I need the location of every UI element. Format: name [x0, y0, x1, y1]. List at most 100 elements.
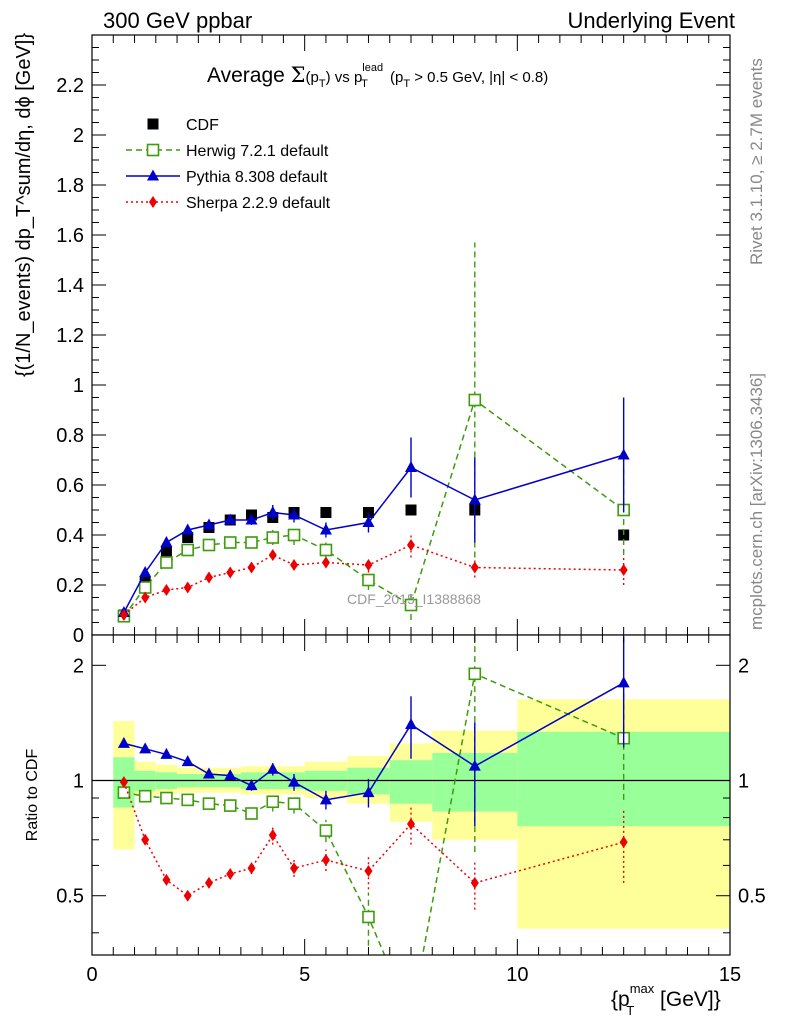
ratio-herwig-point [319, 824, 333, 837]
herwig-point [223, 536, 237, 549]
x-tick-label: 5 [299, 964, 310, 986]
ratio-pythia-point [245, 779, 258, 791]
herwig-point [245, 536, 258, 549]
sherpa-point [141, 591, 150, 604]
legend-sherpa-marker [149, 196, 157, 208]
pythia-point [245, 513, 258, 525]
legend-herwig-marker [146, 143, 160, 157]
ratio-pythia-point [362, 786, 375, 798]
ratio-ytick-label-right: 2 [738, 655, 749, 677]
ratio-sherpa-point [407, 817, 415, 830]
legend-cdf-marker [147, 118, 159, 130]
sherpa-point [119, 609, 128, 621]
ratio-pythia-point [266, 762, 279, 774]
pythia-point [362, 516, 375, 527]
ratio-ylabel: Ratio to CDF [24, 749, 41, 842]
cdf-point [182, 532, 194, 543]
ratio-ytick-label: 1 [73, 771, 84, 793]
ratio-sherpa-point [321, 853, 330, 866]
ratio-pythia-point [405, 718, 417, 730]
ratio-ytick-label-right: 0.5 [738, 886, 766, 908]
ratio-sherpa-point [162, 873, 171, 886]
main-ytick-label: 0 [73, 625, 84, 647]
ratio-herwig-point [287, 797, 301, 810]
legend-cdf-label: CDF [186, 117, 219, 134]
pythia-point [181, 523, 194, 535]
ratio-series-clip [117, 635, 630, 955]
main-ytick-label: 0.8 [56, 425, 84, 447]
sherpa-point [268, 549, 277, 561]
herwig-point [362, 573, 375, 587]
legend: CDF Herwig 7.2.1 default Pythia 8.308 defa… [126, 117, 331, 212]
main-ytick-label: 1.2 [56, 325, 84, 347]
ratio-herwig-point [266, 795, 280, 809]
main-ytick-label: 2.2 [56, 75, 84, 97]
x-tick-label: 0 [86, 964, 97, 986]
rivet-label: Rivet 3.1.10, ≥ 2.7M events [747, 58, 766, 265]
herwig-point [181, 543, 194, 557]
ratio-pythia-point [160, 747, 173, 759]
ratio-pythia-point [139, 742, 152, 754]
ratio-sherpa-line [123, 781, 624, 897]
main-ytick-label: 2 [73, 125, 84, 147]
ratio-series-layer [117, 635, 630, 955]
cdf-point [320, 507, 332, 518]
header-right: Underlying Event [567, 8, 735, 33]
sherpa-point [162, 584, 171, 596]
analysis-watermark: CDF_2015_I1388868 [347, 591, 481, 607]
ratio-herwig-point [181, 793, 194, 807]
ratio-sherpa-point [141, 833, 150, 846]
main-ytick-label: 0.2 [56, 575, 84, 597]
header-left: 300 GeV ppbar [103, 8, 252, 33]
pythia-point [139, 566, 152, 577]
herwig-point [266, 531, 280, 544]
pythia-point [266, 506, 279, 517]
pythia-point [319, 523, 332, 535]
main-title: Average Σ(pT) vs plead T (pT > 0.5 GeV, |… [207, 62, 548, 90]
pythia-point [202, 518, 215, 530]
sherpa-point [619, 564, 628, 576]
pythia-point [617, 448, 630, 460]
mcplots-label: mcplots.cern.ch [arXiv:1306.3436] [747, 373, 766, 630]
ratio-pythia-point [117, 736, 130, 748]
legend-pythia-marker [147, 169, 159, 181]
main-ytick-label: 1.4 [56, 275, 84, 297]
cdf-point [160, 547, 172, 558]
pythia-point [160, 536, 173, 547]
main-ytick-label: 1.6 [56, 225, 84, 247]
main-ytick-label: 0.4 [56, 525, 84, 547]
ratio-ytick-label: 0.5 [56, 886, 84, 908]
herwig-point [138, 581, 152, 594]
sherpa-point [364, 559, 373, 571]
ratio-sherpa-point [268, 829, 277, 842]
main-series-layer [117, 242, 630, 623]
main-ytick-label: 1.8 [56, 175, 84, 197]
ratio-sherpa-point [247, 862, 256, 875]
ratio-herwig-line [123, 672, 624, 955]
sherpa-point [290, 559, 299, 571]
legend-sherpa-label: Sherpa 2.2.9 default [186, 195, 331, 212]
ratio-herwig-point [362, 910, 375, 924]
legend-herwig-label: Herwig 7.2.1 default [186, 143, 329, 160]
ratio-axes: 0.5 0.5 1 1 2 2 0 5 10 15 [56, 634, 766, 986]
x-axis-label: {pmax T [GeV]} [611, 981, 721, 1018]
ratio-pythia-point [224, 769, 237, 781]
sherpa-point [204, 571, 213, 584]
ratio-herwig-point [223, 799, 237, 812]
main-ylabel: {(1/N_events) dp_T^sum/dη, dϕ [GeV]} [13, 33, 35, 377]
x-tick-label: 10 [506, 964, 528, 986]
ratio-pythia-point [468, 759, 481, 771]
pythia-point [468, 493, 481, 505]
pythia-line [123, 454, 624, 613]
ratio-sherpa-point [364, 865, 373, 878]
x-tick-label: 15 [719, 964, 741, 986]
ratio-sherpa-point [290, 862, 299, 875]
pythia-point [405, 461, 417, 472]
herwig-point [287, 528, 301, 542]
ratio-herwig-point [468, 667, 482, 681]
main-ytick-label: 0.6 [56, 475, 84, 497]
herwig-point [404, 598, 418, 612]
sherpa-point [183, 581, 192, 594]
sherpa-point [407, 539, 415, 551]
